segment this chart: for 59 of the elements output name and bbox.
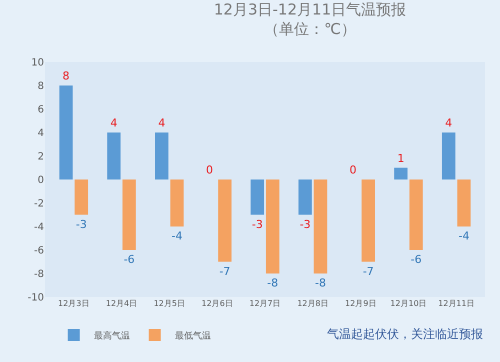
- x-tick-label: 12月3日: [58, 299, 90, 308]
- data-label: 4: [445, 116, 452, 130]
- x-tick-label: 12月10日: [390, 299, 427, 308]
- bar: [298, 180, 312, 215]
- data-label: 4: [110, 116, 118, 130]
- data-label: -3: [300, 218, 311, 231]
- bar: [362, 180, 375, 262]
- chart-title: 12月3日-12月11日气温预报: [214, 0, 406, 18]
- data-label: 4: [158, 116, 166, 130]
- bar: [250, 180, 264, 215]
- chart-subtitle: （单位：℃）: [264, 20, 356, 38]
- data-label: -4: [172, 230, 182, 242]
- y-tick-label: 2: [38, 152, 44, 162]
- y-tick-label: 6: [38, 104, 44, 116]
- bar: [170, 180, 184, 226]
- data-label: -3: [252, 218, 263, 231]
- data-label: -8: [314, 276, 326, 290]
- y-tick-label: 10: [31, 58, 44, 68]
- y-tick-label: 4: [38, 128, 44, 139]
- text: 气温起起伏伏，关注临近预报: [327, 327, 483, 341]
- y-tick-label: 0: [38, 175, 44, 186]
- data-label: 0: [350, 164, 356, 176]
- data-label: 0: [206, 164, 214, 176]
- data-label: -3: [76, 218, 87, 231]
- bar: [218, 180, 232, 262]
- x-tick-label: 12月8日: [297, 299, 328, 308]
- y-tick-label: -2: [34, 198, 44, 210]
- bar: [59, 86, 73, 180]
- data-label: -7: [362, 264, 374, 278]
- bar: [107, 132, 121, 180]
- x-tick-label: 12月9日: [345, 299, 376, 308]
- y-tick-label: -6: [34, 246, 44, 256]
- y-tick-label: -4: [34, 222, 44, 233]
- data-label: 1: [397, 152, 404, 165]
- bar: [394, 168, 408, 180]
- data-label: -6: [124, 253, 135, 266]
- bar: [442, 132, 456, 180]
- legend-label: 最低气温: [174, 330, 211, 342]
- data-label: -8: [267, 276, 278, 290]
- bar: [155, 132, 168, 180]
- bar: [314, 180, 328, 274]
- legend-label: 最高气温: [94, 330, 130, 342]
- y-tick-label: -8: [34, 269, 44, 280]
- bar: [74, 180, 88, 215]
- x-tick-label: 12月11日: [438, 299, 474, 308]
- data-label: -4: [458, 230, 470, 242]
- y-tick-label: 8: [38, 81, 44, 92]
- x-tick-label: 12月4日: [106, 299, 138, 308]
- bar: [409, 180, 423, 250]
- y-tick-label: -10: [28, 292, 44, 304]
- bar: [266, 180, 280, 274]
- data-label: -6: [410, 253, 422, 266]
- x-tick-label: 12月7日: [249, 299, 281, 308]
- bar: [122, 180, 136, 250]
- bar: [457, 180, 471, 226]
- data-label: 8: [62, 70, 70, 82]
- x-tick-label: 12月6日: [202, 299, 233, 308]
- data-label: -7: [219, 264, 230, 278]
- x-tick-label: 12月5日: [154, 299, 185, 308]
